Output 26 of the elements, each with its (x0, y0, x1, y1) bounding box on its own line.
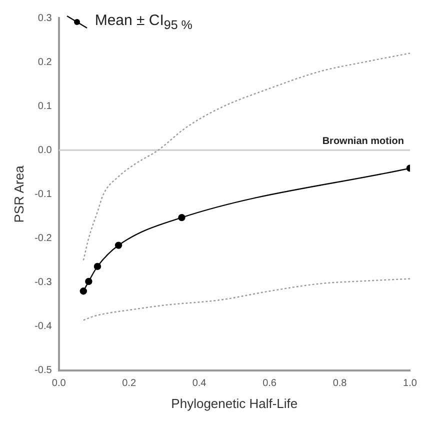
x-tick-label: 0.6 (262, 378, 277, 390)
point (178, 214, 186, 222)
y-tick-label: -0.5 (34, 365, 52, 376)
x-tick-label: 0.2 (122, 378, 136, 390)
ref-line-label: Brownian motion (322, 136, 404, 147)
point (114, 242, 122, 249)
x-tick-label: 0.8 (332, 378, 348, 390)
y-axis-title: PSR Area (11, 164, 26, 223)
x-tick-label: 0.0 (52, 378, 66, 390)
point (80, 288, 88, 295)
y-tick-label: -0.1 (34, 188, 52, 200)
y-tick-label: 0.3 (38, 12, 52, 24)
y-tick-label: 0.2 (38, 56, 52, 68)
y-tick-label: -0.3 (34, 277, 52, 288)
y-tick-label: -0.2 (34, 233, 52, 244)
point (85, 278, 92, 286)
x-axis-title: Phylogenetic Half-Life (171, 396, 298, 411)
legend-label: Mean ± CI$_{95 %}$ (94, 12, 192, 32)
x-tick-label: 0.4 (192, 378, 207, 390)
line-series (82, 278, 410, 321)
point (94, 262, 102, 270)
y-tick-label: -0.4 (34, 321, 52, 332)
y-tick-label: 0.1 (38, 100, 52, 112)
y-tick-label: 0.0 (38, 144, 52, 156)
x-tick-label: 1.0 (403, 378, 418, 390)
line-series (82, 52, 410, 261)
